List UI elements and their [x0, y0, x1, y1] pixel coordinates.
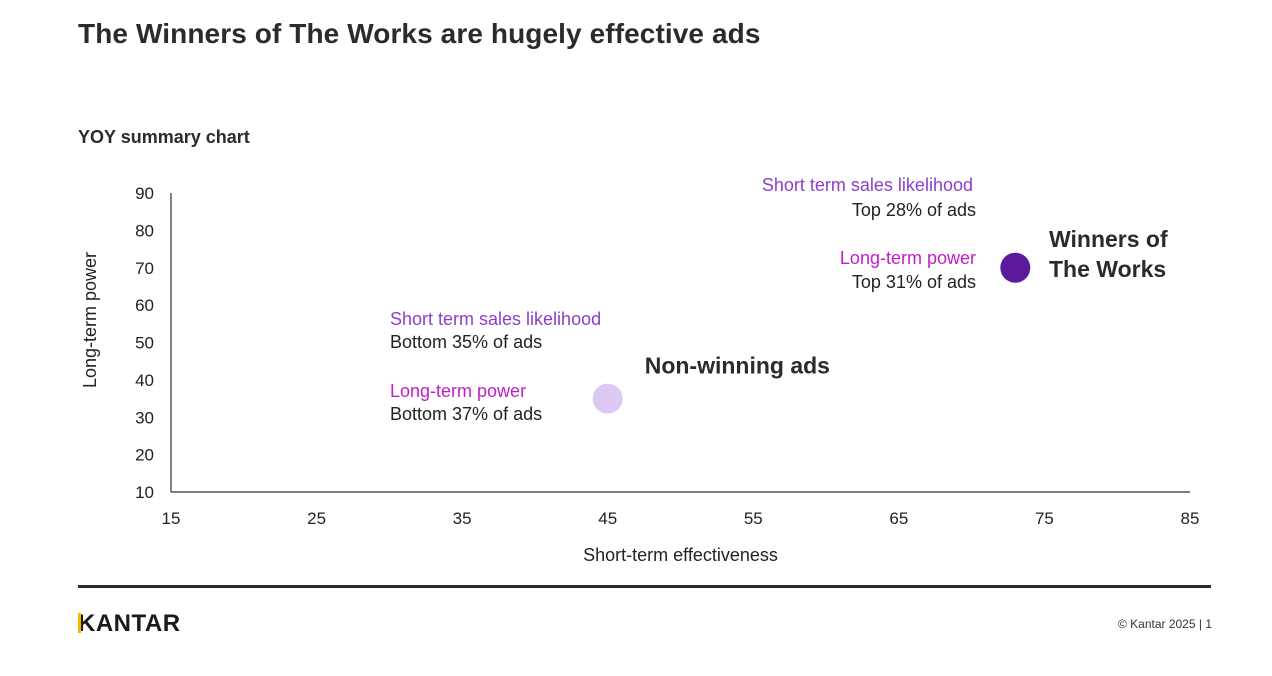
y-tick-label: 90	[135, 184, 154, 203]
winners-short-term-label: Short term sales likelihood	[762, 175, 973, 195]
point-winners-of-the-works	[1000, 252, 1031, 283]
y-tick-label: 60	[135, 296, 154, 315]
kantar-logo: KANTAR	[78, 610, 181, 638]
data-points	[592, 252, 1031, 414]
y-tick-label: 20	[135, 446, 154, 465]
label-non-winning-ads: Non-winning ads	[645, 353, 830, 379]
copyright: © Kantar 2025 | 1	[1117, 617, 1212, 631]
x-tick-label: 75	[1035, 509, 1054, 528]
brand-text: KANTAR	[78, 610, 181, 637]
x-tick-label: 55	[744, 509, 763, 528]
y-axis-label: Long-term power	[80, 252, 100, 388]
x-tick-label: 25	[307, 509, 326, 528]
y-tick-label: 40	[135, 371, 154, 390]
nonwinning-long-term-label: Long-term power	[390, 381, 526, 401]
x-tick-label: 15	[162, 509, 181, 528]
winners-long-term-value: Top 31% of ads	[852, 272, 976, 292]
x-axis-label: Short-term effectiveness	[583, 545, 778, 565]
axes	[170, 193, 1190, 493]
winners-short-term-value: Top 28% of ads	[852, 200, 976, 220]
y-tick-label: 30	[135, 408, 154, 427]
nonwinning-short-term-label: Short term sales likelihood	[390, 309, 601, 329]
footer-divider	[78, 585, 1211, 588]
label-winners-of-the-works: Winners of	[1049, 226, 1168, 252]
annotations: Non-winning ads Short term sales likeliho…	[390, 175, 1168, 424]
y-tick-label: 70	[135, 259, 154, 278]
y-tick-label: 10	[135, 483, 154, 502]
point-non-winning-ads	[592, 383, 623, 414]
nonwinning-long-term-value: Bottom 37% of ads	[390, 404, 542, 424]
x-tick-label: 85	[1181, 509, 1200, 528]
x-tick-label: 35	[453, 509, 472, 528]
chart-subtitle: YOY summary chart	[78, 127, 250, 147]
y-tick-label: 80	[135, 221, 154, 240]
nonwinning-short-term-value: Bottom 35% of ads	[390, 332, 542, 352]
tick-labels: 10 20 30 40 50 60 70 80 90 15 25 35 45 55 65 75 85 Short-…	[80, 184, 1199, 565]
x-tick-label: 65	[889, 509, 908, 528]
x-tick-label: 45	[598, 509, 617, 528]
y-tick-label: 50	[135, 334, 154, 353]
page-title: The Winners of The Works are hugely effe…	[78, 18, 761, 49]
winners-long-term-label: Long-term power	[840, 248, 976, 268]
label-winners-of-the-works: The Works	[1049, 256, 1166, 282]
